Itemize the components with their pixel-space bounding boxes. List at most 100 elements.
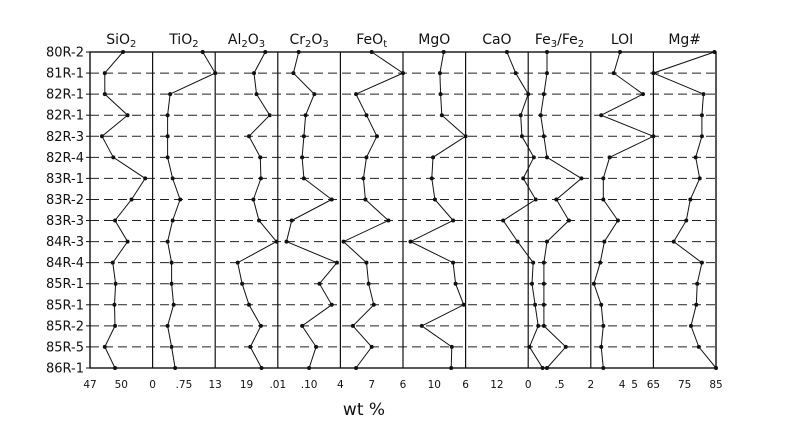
data-point bbox=[694, 302, 699, 307]
panel-title-part: Mg# bbox=[668, 32, 701, 48]
data-point bbox=[334, 260, 339, 265]
series-line bbox=[101, 51, 146, 369]
data-point bbox=[364, 155, 369, 160]
data-point bbox=[354, 92, 359, 97]
data-point bbox=[688, 323, 693, 328]
data-point bbox=[111, 155, 116, 160]
data-point bbox=[521, 176, 526, 181]
tick-label: 50 bbox=[115, 379, 128, 391]
data-point bbox=[165, 155, 170, 160]
data-point bbox=[449, 344, 454, 349]
panel: MgO bbox=[408, 32, 468, 370]
data-point bbox=[701, 92, 706, 97]
sample-label: 80R-2 bbox=[46, 46, 84, 61]
tick-label: 19 bbox=[240, 379, 253, 391]
sample-label: 85R-2 bbox=[46, 319, 84, 334]
data-point bbox=[169, 344, 174, 349]
data-point bbox=[501, 218, 506, 223]
tick-label: 75 bbox=[678, 379, 691, 391]
data-point bbox=[329, 197, 334, 202]
series-line bbox=[285, 51, 338, 369]
panel-title: LOI bbox=[611, 32, 633, 48]
panel: Fe3/Fe2 bbox=[535, 32, 584, 370]
data-point bbox=[451, 218, 456, 223]
tick-label: 4 bbox=[619, 379, 626, 391]
panel: SiO2 bbox=[99, 32, 148, 370]
tick-label: 10 bbox=[428, 379, 441, 391]
data-point bbox=[599, 344, 604, 349]
data-point bbox=[541, 323, 546, 328]
data-point bbox=[419, 323, 424, 328]
data-point bbox=[361, 176, 366, 181]
panel-title: Al2O3 bbox=[228, 32, 265, 50]
data-point bbox=[366, 281, 371, 286]
data-point bbox=[364, 260, 369, 265]
data-point bbox=[291, 71, 296, 76]
data-point bbox=[248, 344, 253, 349]
data-point bbox=[699, 260, 704, 265]
tick-label: 13 bbox=[209, 379, 222, 391]
panel-title-part: O bbox=[248, 32, 259, 48]
sample-label: 85R-1 bbox=[46, 298, 84, 313]
data-point bbox=[695, 281, 700, 286]
data-point bbox=[439, 113, 444, 118]
data-point bbox=[451, 260, 456, 265]
data-point bbox=[544, 71, 549, 76]
data-point bbox=[541, 302, 546, 307]
data-point bbox=[563, 344, 568, 349]
sample-label: 83R-3 bbox=[46, 214, 84, 229]
data-point bbox=[113, 281, 118, 286]
panel-title-part: LOI bbox=[611, 32, 633, 48]
data-point bbox=[601, 323, 606, 328]
data-point bbox=[533, 302, 538, 307]
tick-label: .01 bbox=[269, 379, 286, 391]
data-point bbox=[258, 155, 263, 160]
x-axis-label: wt % bbox=[343, 400, 385, 420]
data-point bbox=[289, 218, 294, 223]
panel: Al2O3 bbox=[228, 32, 279, 370]
data-point bbox=[607, 155, 612, 160]
data-point bbox=[178, 197, 183, 202]
tick-label: .10 bbox=[301, 379, 318, 391]
data-point bbox=[341, 239, 346, 244]
panel-title-subscript: 2 bbox=[305, 39, 311, 50]
panel-title-part: Al bbox=[228, 32, 241, 48]
panel-title-part: Fe bbox=[535, 32, 551, 48]
data-point bbox=[515, 239, 520, 244]
sample-label: 83R-2 bbox=[46, 193, 84, 208]
data-point bbox=[519, 134, 524, 139]
data-point bbox=[374, 134, 379, 139]
data-point bbox=[171, 302, 176, 307]
data-point bbox=[529, 281, 534, 286]
data-point bbox=[102, 92, 107, 97]
data-point bbox=[110, 260, 115, 265]
panel: FeOt bbox=[341, 32, 405, 370]
series-line bbox=[342, 51, 405, 369]
data-point bbox=[602, 239, 607, 244]
sample-label: 82R-1 bbox=[46, 88, 84, 103]
panel-title-part: CaO bbox=[482, 32, 511, 48]
tick-label: 65 bbox=[647, 379, 660, 391]
data-point bbox=[601, 176, 606, 181]
data-point bbox=[453, 281, 458, 286]
panel-title-part: O bbox=[311, 32, 322, 48]
data-point bbox=[541, 260, 546, 265]
data-point bbox=[129, 197, 134, 202]
data-point bbox=[125, 113, 130, 118]
data-point bbox=[429, 176, 434, 181]
data-point bbox=[386, 218, 391, 223]
panel-title-subscript: 2 bbox=[192, 39, 198, 50]
panel-title-part: SiO bbox=[106, 32, 130, 48]
data-point bbox=[438, 92, 443, 97]
panel-title: SiO2 bbox=[106, 32, 136, 50]
data-point bbox=[247, 134, 252, 139]
panel-title: CaO bbox=[482, 32, 511, 48]
data-point bbox=[538, 113, 543, 118]
data-point bbox=[363, 197, 368, 202]
data-point bbox=[312, 92, 317, 97]
data-point bbox=[611, 71, 616, 76]
data-point bbox=[165, 239, 170, 244]
data-point bbox=[247, 302, 252, 307]
data-point bbox=[579, 176, 584, 181]
